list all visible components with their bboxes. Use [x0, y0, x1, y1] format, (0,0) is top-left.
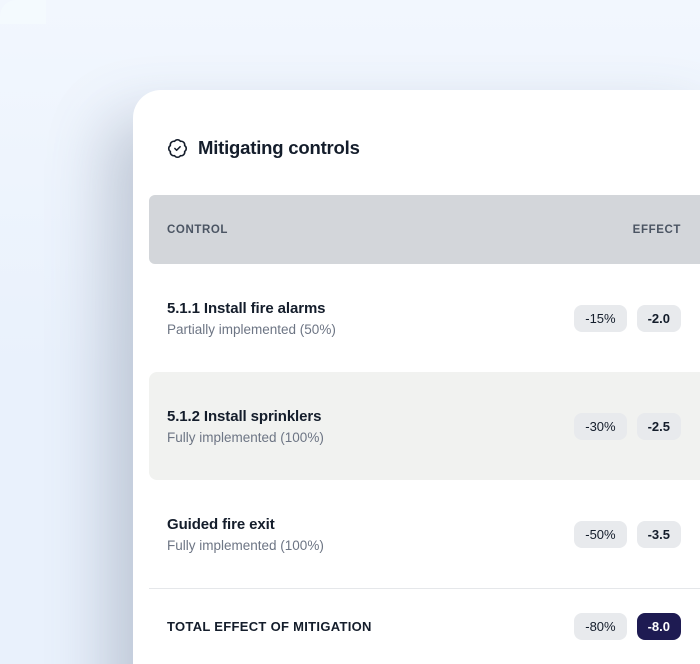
mitigating-controls-table: CONTROL EFFECT 5.1.1 Install fire alarms…	[149, 195, 700, 664]
mitigating-controls-card: Mitigating controls CONTROL EFFECT 5.1.1…	[133, 90, 700, 664]
effect-percent-badge: -15%	[574, 304, 627, 332]
effect-value-badge: -2.0	[636, 304, 681, 332]
table-row: 5.1.1 Install fire alarms Partially impl…	[149, 264, 700, 372]
table-header-row: CONTROL EFFECT	[149, 195, 700, 264]
control-text: Guided fire exit Fully implemented (100%…	[167, 516, 324, 553]
effect-badges: -50% -3.5	[574, 520, 681, 548]
control-title: 5.1.1 Install fire alarms	[167, 299, 326, 317]
page-title: Mitigating controls	[198, 137, 360, 158]
effect-value-badge: -2.5	[636, 412, 681, 440]
table-row: Guided fire exit Fully implemented (100%…	[149, 480, 700, 588]
control-status: Fully implemented (100%)	[167, 429, 324, 445]
effect-percent-badge: -50%	[574, 520, 627, 548]
effect-badges: -30% -2.5	[574, 412, 681, 440]
column-header-control: CONTROL	[167, 223, 229, 236]
total-label: TOTAL EFFECT OF MITIGATION	[167, 619, 372, 634]
total-effect-percent-badge: -80%	[574, 613, 627, 640]
card-header: Mitigating controls	[167, 137, 700, 159]
table-row: 5.1.2 Install sprinklers Fully implement…	[149, 372, 700, 480]
control-title: 5.1.2 Install sprinklers	[167, 407, 322, 425]
background-corner-highlight	[0, 0, 46, 24]
control-text: 5.1.1 Install fire alarms Partially impl…	[167, 300, 336, 337]
control-text: 5.1.2 Install sprinklers Fully implement…	[167, 408, 324, 445]
total-effect-value-badge: -8.0	[636, 613, 681, 640]
effect-value-badge: -3.5	[636, 520, 681, 548]
total-row: TOTAL EFFECT OF MITIGATION -80% -8.0	[149, 588, 700, 664]
control-status: Fully implemented (100%)	[167, 537, 324, 553]
column-header-effect: EFFECT	[632, 223, 681, 236]
total-effect-badges: -80% -8.0	[574, 613, 681, 640]
effect-badges: -15% -2.0	[574, 304, 681, 332]
effect-percent-badge: -30%	[574, 412, 627, 440]
control-title: Guided fire exit	[167, 515, 275, 533]
badge-check-icon	[167, 138, 188, 159]
control-status: Partially implemented (50%)	[167, 321, 336, 337]
